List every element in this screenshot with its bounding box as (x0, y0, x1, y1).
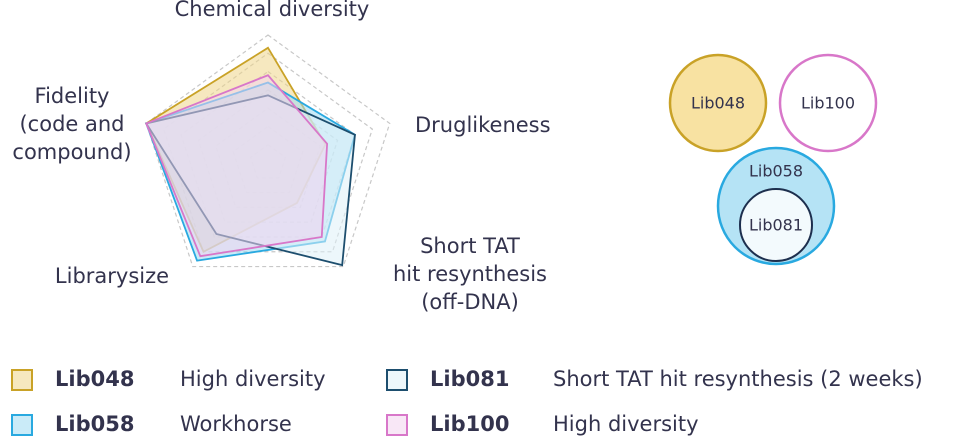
legend-name: Lib081 (430, 367, 509, 391)
legend-description: Workhorse (180, 412, 292, 436)
axis-label: Librarysize (55, 264, 169, 288)
venn-label: Lib048 (691, 94, 745, 113)
grid-ring (162, 52, 374, 253)
legend-description: Short TAT hit resynthesis (2 weeks) (553, 367, 923, 391)
radar-area (145, 74, 329, 258)
radar-chart (144, 34, 391, 268)
legend-name: Lib048 (55, 367, 134, 391)
axis-label: Chemical diversity (175, 0, 370, 21)
axis-label: Fidelity (35, 84, 110, 108)
legend-swatch (386, 414, 408, 436)
venn-circle (668, 53, 768, 153)
axis-label: hit resynthesis (393, 262, 547, 286)
legend-swatch (386, 369, 408, 391)
venn-diagram: Lib048 Lib100 Lib058 Lib081 (668, 53, 878, 266)
axis-label: (code and (19, 112, 124, 136)
axis-label: Druglikeness (415, 113, 551, 137)
grid-ring (145, 34, 391, 268)
legend-name: Lib058 (55, 412, 134, 436)
axis-label: (off-DNA) (421, 290, 519, 314)
legend-swatch (11, 369, 33, 391)
venn-label: Lib058 (749, 162, 803, 181)
legend-name: Lib100 (430, 412, 509, 436)
axis-label: compound) (12, 140, 131, 164)
axis-label: Short TAT (420, 234, 520, 258)
legend-description: High diversity (553, 412, 699, 436)
legend-swatch (11, 414, 33, 436)
venn-circle (739, 188, 813, 262)
venn-label: Lib081 (749, 216, 803, 235)
legend-description: High diversity (180, 367, 326, 391)
venn-circle (778, 53, 878, 153)
venn-label: Lib100 (801, 94, 855, 113)
